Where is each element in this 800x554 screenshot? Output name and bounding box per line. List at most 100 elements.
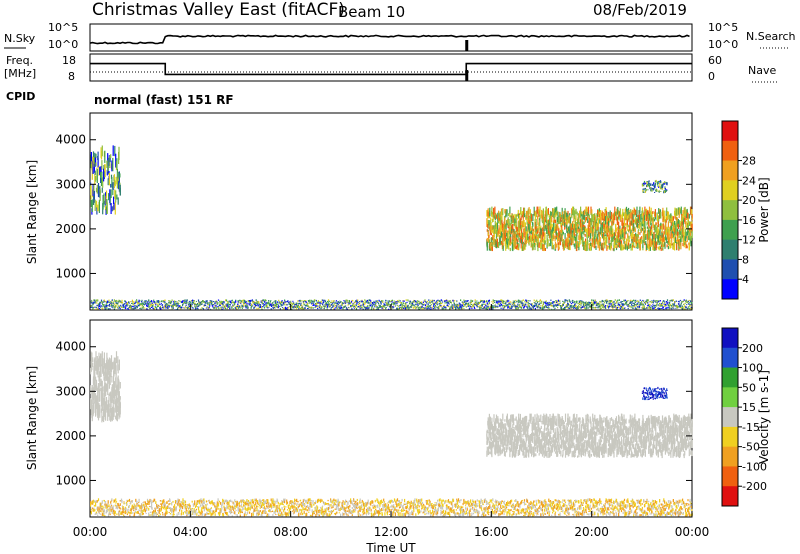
echo-cell xyxy=(637,234,639,237)
echo-cell xyxy=(494,306,496,309)
echo-cell xyxy=(632,307,634,309)
echo-cell xyxy=(347,302,350,304)
echo-cell xyxy=(465,306,467,308)
echo-cell xyxy=(497,231,499,236)
echo-cell xyxy=(493,214,495,219)
echo-cell xyxy=(155,306,157,309)
echo-cell xyxy=(552,227,554,234)
echo-cell xyxy=(564,306,566,309)
echo-cell xyxy=(625,238,628,245)
echo-cell xyxy=(603,213,605,219)
echo-cell xyxy=(123,304,125,307)
echo-cell xyxy=(536,206,538,215)
echo-cell xyxy=(544,307,546,309)
echo-cell xyxy=(116,302,118,304)
echo-cell xyxy=(512,244,514,252)
echo-cell xyxy=(299,307,302,309)
echo-cell xyxy=(574,233,576,237)
echo-cell xyxy=(337,303,339,305)
echo-cell xyxy=(190,302,192,304)
echo-cell xyxy=(130,305,132,307)
echo-cell xyxy=(520,302,522,304)
echo-cell xyxy=(294,307,296,309)
echo-cell xyxy=(607,214,609,221)
echo-cell xyxy=(569,305,571,307)
echo-cell xyxy=(530,227,532,231)
echo-cell xyxy=(179,305,182,307)
echo-cell xyxy=(195,303,197,306)
echo-cell xyxy=(574,304,576,306)
echo-cell xyxy=(522,218,524,227)
echo-cell xyxy=(184,299,186,301)
echo-cell xyxy=(119,173,121,178)
echo-cell xyxy=(509,228,511,237)
echo-cell xyxy=(622,307,624,309)
echo-cell xyxy=(355,304,358,307)
echo-cell xyxy=(538,209,540,215)
echo-cell xyxy=(462,304,464,307)
echo-cell xyxy=(511,242,513,245)
echo-cell xyxy=(513,240,516,248)
echo-cell xyxy=(393,300,395,302)
echo-cell xyxy=(302,306,304,308)
echo-cell xyxy=(412,306,414,308)
echo-cell xyxy=(677,306,679,308)
echo-cell xyxy=(162,306,164,309)
echo-cell xyxy=(101,308,103,310)
echo-cell xyxy=(532,307,534,309)
echo-cell xyxy=(205,301,207,304)
echo-cell xyxy=(524,222,526,232)
echo-cell xyxy=(520,233,522,238)
echo-cell xyxy=(443,304,445,307)
echo-cell xyxy=(526,212,528,221)
echo-cell xyxy=(283,303,285,305)
echo-cell xyxy=(379,300,381,302)
echo-cell xyxy=(688,302,690,305)
echo-cell xyxy=(643,306,646,309)
echo-cell xyxy=(240,304,243,306)
echo-cell xyxy=(563,210,565,214)
echo-cell xyxy=(219,304,221,306)
echo-cell xyxy=(339,305,341,307)
echo-cell xyxy=(583,303,585,305)
echo-cell xyxy=(365,301,368,303)
echo-cell xyxy=(599,213,601,220)
echo-cell xyxy=(313,303,315,306)
echo-cell xyxy=(298,307,300,310)
echo-cell xyxy=(341,303,343,306)
echo-cell xyxy=(191,303,193,306)
echo-cell xyxy=(447,304,449,307)
echo-cell xyxy=(511,303,513,305)
echo-cell xyxy=(436,300,438,302)
echo-cell xyxy=(112,157,114,172)
echo-cell xyxy=(514,304,516,306)
echo-cell xyxy=(602,304,604,307)
echo-cell xyxy=(400,303,402,306)
echo-cell xyxy=(557,236,559,241)
echo-cell xyxy=(673,307,675,309)
echo-cell xyxy=(188,307,190,309)
echo-cell xyxy=(499,218,501,221)
echo-cell xyxy=(220,300,223,303)
echo-cell xyxy=(541,209,543,217)
echo-cell xyxy=(511,305,513,307)
echo-cell xyxy=(673,303,675,305)
echo-cell xyxy=(452,307,454,309)
echo-cell xyxy=(428,299,430,301)
echo-cell xyxy=(375,303,377,305)
echo-cell xyxy=(635,299,637,302)
echo-cell xyxy=(495,225,497,234)
echo-cell xyxy=(123,303,126,305)
echo-cell xyxy=(641,303,643,305)
echo-cell xyxy=(110,183,112,188)
echo-cell xyxy=(595,308,597,310)
echo-cell xyxy=(574,211,576,220)
echo-cell xyxy=(393,306,395,308)
echo-cell xyxy=(490,221,492,229)
echo-cell xyxy=(516,306,518,308)
echo-cell xyxy=(361,299,363,301)
echo-cell xyxy=(492,299,494,302)
echo-cell xyxy=(523,207,526,214)
echo-cell xyxy=(655,301,657,303)
echo-cell xyxy=(656,307,659,309)
